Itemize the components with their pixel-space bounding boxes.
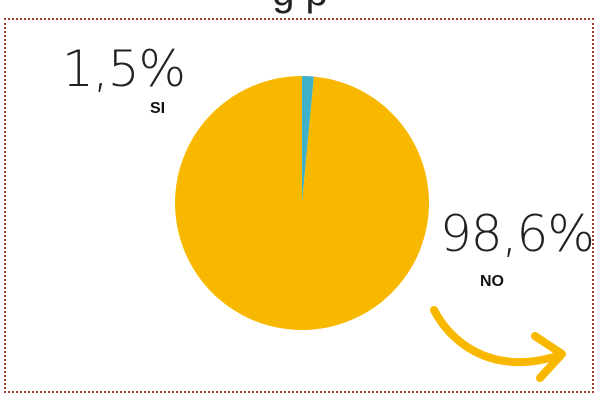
arrowhead-icon — [531, 332, 566, 382]
pie-slice-si — [302, 76, 314, 203]
curved-arrow-icon — [430, 306, 564, 367]
slice-no-percent: 98,6% — [440, 205, 595, 263]
pie-slice-no — [175, 76, 430, 330]
partial-title: g p — [150, 0, 450, 15]
pie-slices — [175, 76, 430, 330]
slice-si-percent: 1,5% — [62, 40, 186, 98]
slice-si-label: SI — [150, 100, 166, 117]
slice-no-label: NO — [480, 273, 504, 290]
